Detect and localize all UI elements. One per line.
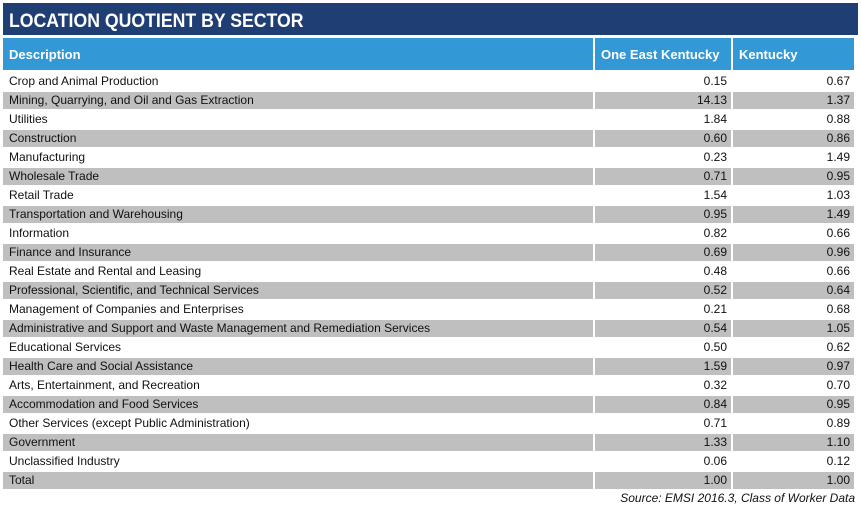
cell-one-east-kentucky: 0.23 <box>595 149 731 168</box>
cell-description: Total <box>3 472 593 491</box>
cell-description: Construction <box>3 130 593 149</box>
cell-kentucky: 1.37 <box>733 92 854 111</box>
cell-one-east-kentucky: 0.32 <box>595 377 731 396</box>
cell-kentucky: 0.97 <box>733 358 854 377</box>
cell-one-east-kentucky: 0.71 <box>595 415 731 434</box>
cell-description: Mining, Quarrying, and Oil and Gas Extra… <box>3 92 593 111</box>
table-row: Construction 0.60 0.86 <box>3 130 854 149</box>
column-header-one-east-kentucky: One East Kentucky <box>595 38 731 73</box>
cell-description: Real Estate and Rental and Leasing <box>3 263 593 282</box>
cell-kentucky: 0.66 <box>733 225 854 244</box>
table-row: Unclassified Industry 0.06 0.12 <box>3 453 854 472</box>
cell-one-east-kentucky: 1.33 <box>595 434 731 453</box>
table-row: Information 0.82 0.66 <box>3 225 854 244</box>
table-row: Transportation and Warehousing 0.95 1.49 <box>3 206 854 225</box>
cell-kentucky: 0.67 <box>733 73 854 92</box>
cell-one-east-kentucky: 0.95 <box>595 206 731 225</box>
table-row: Retail Trade 1.54 1.03 <box>3 187 854 206</box>
cell-one-east-kentucky: 1.00 <box>595 472 731 491</box>
table-row: Government 1.33 1.10 <box>3 434 854 453</box>
table-row: Wholesale Trade 0.71 0.95 <box>3 168 854 187</box>
cell-description: Wholesale Trade <box>3 168 593 187</box>
cell-kentucky: 0.96 <box>733 244 854 263</box>
cell-one-east-kentucky: 0.48 <box>595 263 731 282</box>
cell-description: Government <box>3 434 593 453</box>
cell-one-east-kentucky: 0.54 <box>595 320 731 339</box>
source-note: Source: EMSI 2016.3, Class of Worker Dat… <box>620 491 855 505</box>
cell-description: Finance and Insurance <box>3 244 593 263</box>
table-row: Management of Companies and Enterprises 0… <box>3 301 854 320</box>
cell-description: Crop and Animal Production <box>3 73 593 92</box>
cell-one-east-kentucky: 0.50 <box>595 339 731 358</box>
cell-one-east-kentucky: 0.06 <box>595 453 731 472</box>
cell-kentucky: 1.49 <box>733 206 854 225</box>
table-row: Crop and Animal Production 0.15 0.67 <box>3 73 854 92</box>
cell-one-east-kentucky: 0.15 <box>595 73 731 92</box>
cell-one-east-kentucky: 0.71 <box>595 168 731 187</box>
cell-kentucky: 1.49 <box>733 149 854 168</box>
cell-description: Information <box>3 225 593 244</box>
table-row: Real Estate and Rental and Leasing 0.48 0.… <box>3 263 854 282</box>
table-row: Educational Services 0.50 0.62 <box>3 339 854 358</box>
cell-one-east-kentucky: 1.54 <box>595 187 731 206</box>
cell-one-east-kentucky: 1.84 <box>595 111 731 130</box>
cell-description: Arts, Entertainment, and Recreation <box>3 377 593 396</box>
cell-one-east-kentucky: 0.82 <box>595 225 731 244</box>
cell-one-east-kentucky: 1.59 <box>595 358 731 377</box>
table-row: Utilities 1.84 0.88 <box>3 111 854 130</box>
cell-one-east-kentucky: 14.13 <box>595 92 731 111</box>
location-quotient-table: Description One East Kentucky Kentucky C… <box>1 38 856 491</box>
cell-description: Professional, Scientific, and Technical … <box>3 282 593 301</box>
cell-one-east-kentucky: 0.52 <box>595 282 731 301</box>
cell-kentucky: 0.12 <box>733 453 854 472</box>
cell-description: Utilities <box>3 111 593 130</box>
cell-one-east-kentucky: 0.60 <box>595 130 731 149</box>
column-header-kentucky: Kentucky <box>733 38 854 73</box>
table-row: Health Care and Social Assistance 1.59 0.9… <box>3 358 854 377</box>
cell-kentucky: 1.05 <box>733 320 854 339</box>
cell-description: Transportation and Warehousing <box>3 206 593 225</box>
cell-kentucky: 0.86 <box>733 130 854 149</box>
cell-one-east-kentucky: 0.84 <box>595 396 731 415</box>
table-title: LOCATION QUOTIENT BY SECTOR <box>9 11 304 32</box>
cell-description: Educational Services <box>3 339 593 358</box>
table-row: Finance and Insurance 0.69 0.96 <box>3 244 854 263</box>
cell-kentucky: 0.66 <box>733 263 854 282</box>
cell-kentucky: 0.70 <box>733 377 854 396</box>
table-row: Manufacturing 0.23 1.49 <box>3 149 854 168</box>
table-header-row: Description One East Kentucky Kentucky <box>3 38 854 73</box>
cell-kentucky: 0.68 <box>733 301 854 320</box>
table-row: Total 1.00 1.00 <box>3 472 854 491</box>
table-row: Professional, Scientific, and Technical … <box>3 282 854 301</box>
cell-kentucky: 1.00 <box>733 472 854 491</box>
cell-description: Other Services (except Public Administra… <box>3 415 593 434</box>
cell-description: Accommodation and Food Services <box>3 396 593 415</box>
cell-kentucky: 0.95 <box>733 168 854 187</box>
cell-one-east-kentucky: 0.69 <box>595 244 731 263</box>
table-row: Arts, Entertainment, and Recreation 0.32 0… <box>3 377 854 396</box>
cell-kentucky: 0.89 <box>733 415 854 434</box>
cell-kentucky: 0.95 <box>733 396 854 415</box>
table-row: Accommodation and Food Services 0.84 0.95 <box>3 396 854 415</box>
cell-description: Retail Trade <box>3 187 593 206</box>
table-row: Mining, Quarrying, and Oil and Gas Extra… <box>3 92 854 111</box>
cell-description: Administrative and Support and Waste Man… <box>3 320 593 339</box>
cell-description: Unclassified Industry <box>3 453 593 472</box>
cell-description: Management of Companies and Enterprises <box>3 301 593 320</box>
table-row: Administrative and Support and Waste Man… <box>3 320 854 339</box>
cell-kentucky: 1.03 <box>733 187 854 206</box>
cell-kentucky: 0.88 <box>733 111 854 130</box>
table-row: Other Services (except Public Administra… <box>3 415 854 434</box>
cell-kentucky: 1.10 <box>733 434 854 453</box>
table-body: Crop and Animal Production 0.15 0.67 Mining… <box>3 73 854 491</box>
cell-one-east-kentucky: 0.21 <box>595 301 731 320</box>
table-title-bar: LOCATION QUOTIENT BY SECTOR <box>3 3 858 35</box>
cell-description: Manufacturing <box>3 149 593 168</box>
column-header-description: Description <box>3 38 593 73</box>
cell-description: Health Care and Social Assistance <box>3 358 593 377</box>
cell-kentucky: 0.64 <box>733 282 854 301</box>
cell-kentucky: 0.62 <box>733 339 854 358</box>
